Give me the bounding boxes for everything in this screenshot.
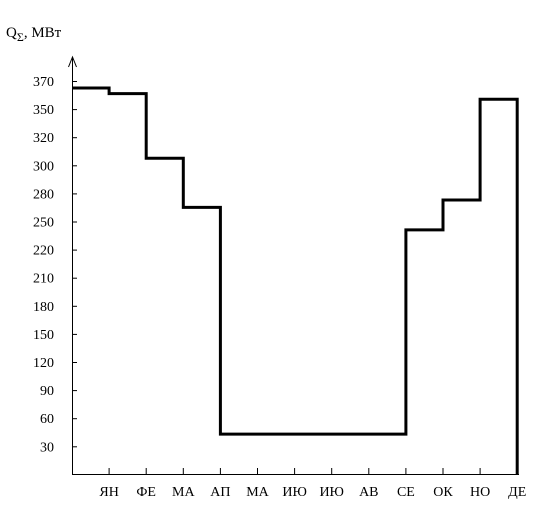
series-step-line — [72, 86, 519, 474]
y-tick-label: 120 — [33, 356, 54, 371]
x-tick-label: ОК — [433, 485, 453, 500]
x-ticks: ЯН ФЕ МА АП МА ИЮ ИЮ АВ СЕ ОК НО ДЕ — [99, 468, 526, 500]
y-tick-label: 300 — [33, 159, 54, 174]
y-axis-arrow — [68, 55, 77, 68]
y-tick-label: 60 — [40, 412, 54, 427]
y-tick-label: 180 — [33, 300, 54, 315]
y-tick-label: 150 — [33, 328, 54, 343]
y-axis-title-subscript: Σ — [17, 30, 24, 44]
y-tick-label: 210 — [33, 272, 54, 287]
x-tick-label: МА — [172, 485, 195, 500]
x-tick-label: ФЕ — [136, 485, 156, 500]
y-tick-label: 350 — [33, 103, 54, 118]
y-tick-label: 90 — [40, 384, 54, 399]
y-axis-title-unit: , МВт — [24, 25, 62, 41]
x-tick-label: МА — [246, 485, 269, 500]
x-tick-label: АВ — [359, 485, 378, 500]
y-tick-label: 370 — [33, 75, 54, 90]
x-tick-label: СЕ — [397, 485, 415, 500]
y-tick-label: 250 — [33, 216, 54, 231]
x-tick-label: ИЮ — [319, 485, 344, 500]
y-tick-label: 320 — [33, 131, 54, 146]
x-tick-label: ДЕ — [508, 485, 526, 500]
x-tick-label: ИЮ — [282, 485, 307, 500]
y-tick-label: 30 — [40, 440, 54, 455]
x-tick-label: ЯН — [99, 485, 118, 500]
x-tick-label: НО — [470, 485, 490, 500]
y-ticks: 370 350 320 300 280 250 220 210 180 150 120 90 60 30 — [33, 75, 77, 455]
y-axis-title-symbol: Q — [6, 25, 17, 41]
y-axis-title: QΣ, МВт — [6, 25, 62, 44]
y-tick-label: 220 — [33, 244, 54, 259]
y-tick-label: 280 — [33, 187, 54, 202]
x-tick-label: АП — [210, 485, 230, 500]
